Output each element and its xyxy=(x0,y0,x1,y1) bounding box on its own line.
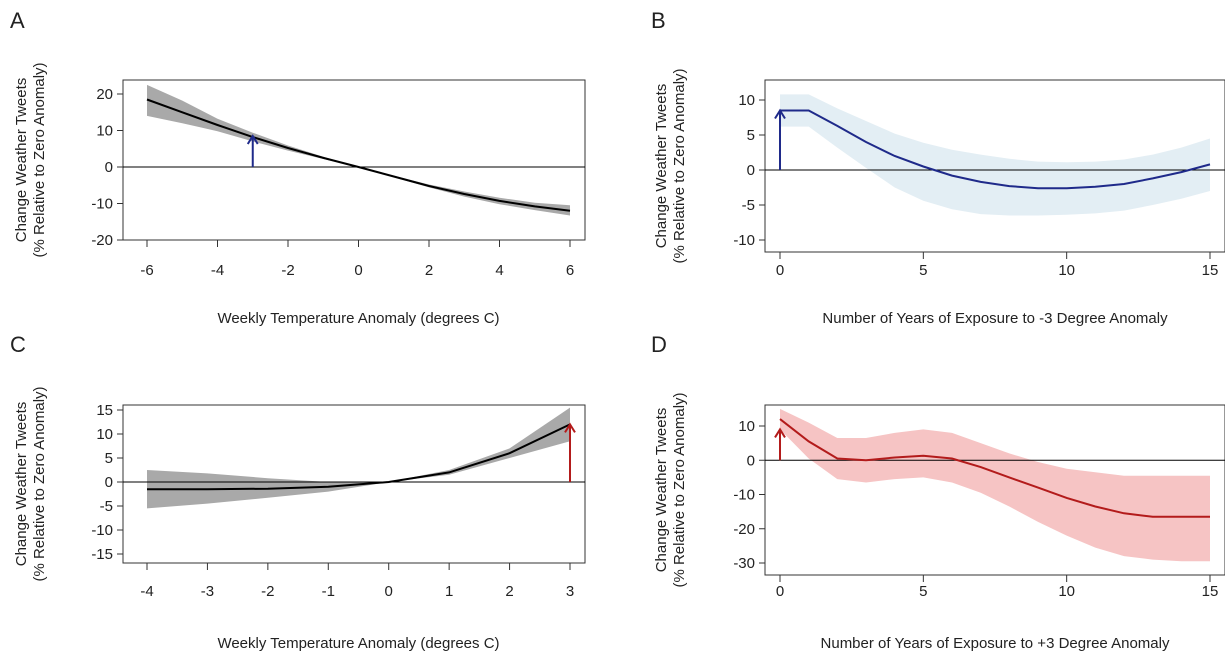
plot-frame xyxy=(764,79,1225,253)
x-axis-title: Weekly Temperature Anomaly (degrees C) xyxy=(217,635,499,652)
arrow-head xyxy=(774,427,786,438)
y-tick-label: -5 xyxy=(742,197,755,214)
y-tick-label: -5 xyxy=(100,498,113,515)
estimate-line xyxy=(779,418,1210,518)
y-tick-label: 5 xyxy=(747,127,755,144)
y-axis-title-line1: Change Weather Tweets xyxy=(653,408,670,573)
y-axis-title-line1: Change Weather Tweets xyxy=(13,78,30,243)
y-tick-label: -10 xyxy=(733,487,755,504)
y-tick-label: -15 xyxy=(91,546,113,563)
x-tick-label: 5 xyxy=(919,583,927,600)
x-tick-label: 4 xyxy=(495,262,503,279)
y-tick-label: 5 xyxy=(105,450,113,467)
panel-letter: C xyxy=(10,332,26,357)
x-tick-label: 2 xyxy=(425,262,433,279)
y-axis-title-line2: (% Relative to Zero Anomaly) xyxy=(31,386,48,581)
x-tick-label: -6 xyxy=(140,262,153,279)
x-tick-label: -1 xyxy=(322,583,335,600)
y-axis-title-line1: Change Weather Tweets xyxy=(653,84,670,249)
x-tick-label: 0 xyxy=(776,583,784,600)
estimate-line xyxy=(780,109,1211,190)
y-tick-label: 10 xyxy=(96,426,113,443)
arrow-head xyxy=(246,134,259,145)
y-tick-label: -20 xyxy=(91,232,113,249)
x-tick-label: -4 xyxy=(140,583,153,600)
arrow-head xyxy=(774,108,786,120)
y-tick-label: 10 xyxy=(96,123,113,140)
x-tick-label: 0 xyxy=(776,262,784,279)
y-tick-label: -10 xyxy=(733,232,755,249)
panel-letter: D xyxy=(651,332,667,357)
x-tick-label: -4 xyxy=(211,262,224,279)
x-tick-label: 2 xyxy=(505,583,513,600)
x-axis-title: Weekly Temperature Anomaly (degrees C) xyxy=(217,310,499,327)
plot-frame xyxy=(122,404,586,564)
y-tick-label: 10 xyxy=(738,92,755,109)
y-axis-title-line2: (% Relative to Zero Anomaly) xyxy=(671,68,688,263)
x-tick-label: 10 xyxy=(1058,583,1075,600)
x-tick-label: -2 xyxy=(261,583,274,600)
y-tick-label: -30 xyxy=(733,555,755,572)
y-tick-label: 20 xyxy=(96,86,113,103)
x-tick-label: 6 xyxy=(566,262,574,279)
panel-b: B 0 5 10 15 -10 -5 0 5 10 Number of Years of Expos… xyxy=(651,8,1225,327)
y-tick-label: 0 xyxy=(105,159,113,176)
x-axis-title: Number of Years of Exposure to -3 Degree… xyxy=(822,310,1168,327)
plot-frame xyxy=(764,404,1225,576)
estimate-line xyxy=(147,423,571,491)
x-axis-title: Number of Years of Exposure to +3 Degree… xyxy=(821,635,1170,652)
y-axis-title-line2: (% Relative to Zero Anomaly) xyxy=(671,392,688,587)
x-tick-label: 3 xyxy=(566,583,574,600)
panel-letter: B xyxy=(651,8,666,33)
x-tick-label: 0 xyxy=(385,583,393,600)
x-tick-label: 5 xyxy=(919,262,927,279)
confidence-band xyxy=(147,84,570,216)
x-tick-label: -2 xyxy=(281,262,294,279)
arrow-head xyxy=(564,422,576,433)
plot-frame xyxy=(122,79,586,241)
panel-letter: A xyxy=(10,8,25,33)
x-tick-label: 1 xyxy=(445,583,453,600)
x-tick-label: -3 xyxy=(201,583,214,600)
y-tick-label: 0 xyxy=(747,162,755,179)
confidence-band xyxy=(147,407,570,509)
y-tick-label: 15 xyxy=(96,402,113,419)
x-tick-label: 15 xyxy=(1202,583,1219,600)
y-axis-title-line1: Change Weather Tweets xyxy=(13,402,30,567)
y-tick-label: -10 xyxy=(91,196,113,213)
y-tick-label: -10 xyxy=(91,522,113,539)
y-tick-label: 0 xyxy=(105,474,113,491)
confidence-band xyxy=(780,94,1210,216)
y-tick-label: 0 xyxy=(747,452,755,469)
y-tick-label: 10 xyxy=(738,418,755,435)
x-tick-label: 0 xyxy=(354,262,362,279)
y-axis-title-line2: (% Relative to Zero Anomaly) xyxy=(31,62,48,257)
y-tick-label: -20 xyxy=(733,521,755,538)
x-tick-label: 15 xyxy=(1202,262,1219,279)
panel-d: D 0 5 10 15 -30 -20 -10 0 10 Number of Years of Ex… xyxy=(651,332,1225,652)
x-tick-label: 10 xyxy=(1058,262,1075,279)
confidence-band xyxy=(780,408,1210,562)
